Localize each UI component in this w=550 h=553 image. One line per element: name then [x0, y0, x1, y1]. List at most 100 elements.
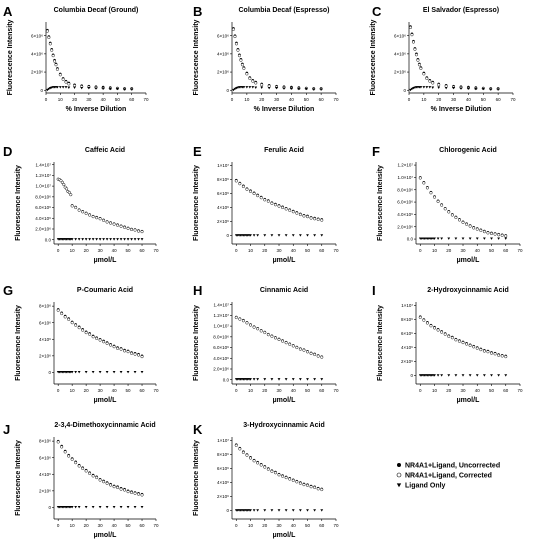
y-tick-label: 4×10⁶ [394, 51, 406, 56]
y-axis-label: Fluorescence Intensity [370, 19, 377, 95]
panel-title: Caffeic Acid [85, 147, 125, 154]
point-corrected [248, 76, 252, 80]
point-ligand-only [284, 509, 288, 512]
point-ligand-only [291, 509, 295, 512]
point-ligand-only [70, 238, 74, 241]
point-ligand-only [77, 370, 81, 374]
point-ligand-only [252, 234, 256, 237]
panel-E: E Ferulic Acid 0 10 20 30 40 50 60 70 0 2×10⁶ 4×10⁶ 6… [193, 144, 339, 264]
panel-letter: K [193, 422, 203, 437]
point-corrected [465, 342, 469, 346]
point-ligand-only [126, 505, 130, 509]
point-ligand-only [422, 86, 426, 89]
x-tick-label: 70 [510, 97, 516, 102]
point-ligand-only [461, 374, 465, 377]
y-tick-label: 1.2×10⁷ [213, 313, 229, 318]
point-corrected [447, 210, 451, 214]
point-corrected [468, 224, 472, 228]
point-corrected [140, 230, 144, 234]
point-corrected [273, 471, 277, 475]
point-corrected [284, 341, 288, 345]
point-corrected [70, 321, 74, 325]
x-axis-label: µmol/L [94, 397, 117, 404]
x-tick-label: 50 [126, 388, 132, 393]
point-corrected [425, 321, 429, 325]
panel-K: K 3-Hydroxycinnamic Acid 0 10 20 30 40 50 60 70 0 2… [193, 422, 339, 539]
point-corrected [281, 474, 285, 478]
legend-marker-open-circle [396, 472, 402, 478]
y-tick-label: 4×10⁶ [217, 51, 229, 56]
point-corrected [245, 321, 249, 325]
point-ligand-only [482, 237, 486, 240]
point-corrected [479, 348, 483, 352]
point-corrected [105, 481, 109, 485]
point-ligand-only [98, 238, 102, 241]
x-tick-label: 20 [446, 248, 452, 253]
point-ligand-only [74, 238, 78, 241]
y-tick-label: 2×10⁶ [217, 70, 229, 75]
point-corrected [91, 474, 95, 478]
point-ligand-only [306, 378, 309, 381]
x-tick-label: 30 [451, 97, 457, 102]
x-axis-label: µmol/L [273, 257, 296, 264]
point-corrected [422, 318, 426, 322]
x-tick-label: 0 [231, 97, 234, 102]
point-ligand-only [297, 87, 301, 91]
point-corrected [266, 333, 270, 337]
point-ligand-only [447, 237, 451, 240]
point-corrected [281, 339, 285, 343]
y-tick-label: 6×10⁶ [39, 455, 51, 460]
point-ligand-only [497, 237, 501, 240]
point-ligand-only [105, 238, 109, 241]
point-corrected [133, 228, 137, 232]
point-corrected [109, 483, 113, 487]
x-tick-label: 60 [129, 97, 135, 102]
point-corrected [60, 180, 64, 184]
point-corrected [105, 220, 109, 224]
point-corrected [284, 207, 288, 211]
point-corrected [70, 204, 74, 208]
y-tick-label: 0.0 [407, 237, 414, 242]
point-corrected [461, 220, 465, 224]
point-corrected [81, 328, 85, 332]
point-ligand-only [263, 234, 267, 237]
point-ligand-only [137, 238, 140, 241]
point-ligand-only [282, 87, 286, 90]
panel-title: Chlorogenic Acid [439, 147, 497, 154]
panel-D: D Caffeic Acid 0 10 20 30 40 50 60 70 0.0 2.0×10⁶ 4.… [3, 144, 159, 264]
y-axis-label: Fluorescence Intensity [193, 440, 200, 516]
x-tick-label: 30 [461, 388, 467, 393]
x-tick-label: 30 [98, 248, 104, 253]
legend-marker-triangle [396, 483, 402, 488]
point-ligand-only [133, 370, 137, 374]
point-ligand-only [410, 87, 414, 91]
point-ligand-only [298, 234, 302, 237]
point-corrected [266, 199, 270, 203]
point-ligand-only [123, 88, 126, 91]
point-ligand-only [459, 87, 463, 90]
point-ligand-only [454, 237, 458, 240]
point-ligand-only [254, 86, 258, 89]
point-corrected [256, 327, 260, 331]
x-axis-label: µmol/L [457, 257, 480, 264]
x-tick-label: 60 [140, 248, 146, 253]
x-tick-label: 30 [277, 523, 283, 528]
point-corrected [440, 330, 444, 334]
point-corrected [67, 454, 71, 458]
point-ligand-only [133, 238, 137, 241]
y-tick-label: 8×10⁶ [217, 177, 229, 182]
y-axis-label: Fluorescence Intensity [15, 165, 22, 241]
x-tick-label: 40 [291, 388, 297, 393]
panel-letter: B [193, 4, 202, 19]
point-ligand-only [70, 370, 74, 374]
point-corrected [416, 58, 420, 62]
point-corrected [295, 346, 299, 350]
point-corrected [74, 323, 78, 327]
point-ligand-only [91, 238, 95, 241]
point-ligand-only [101, 87, 105, 90]
x-tick-label: 70 [333, 388, 339, 393]
x-tick-label: 40 [289, 97, 295, 102]
x-tick-label: 60 [140, 523, 146, 528]
y-tick-label: 1.2×10⁷ [397, 163, 413, 168]
y-tick-label: 4×10⁶ [217, 480, 229, 485]
